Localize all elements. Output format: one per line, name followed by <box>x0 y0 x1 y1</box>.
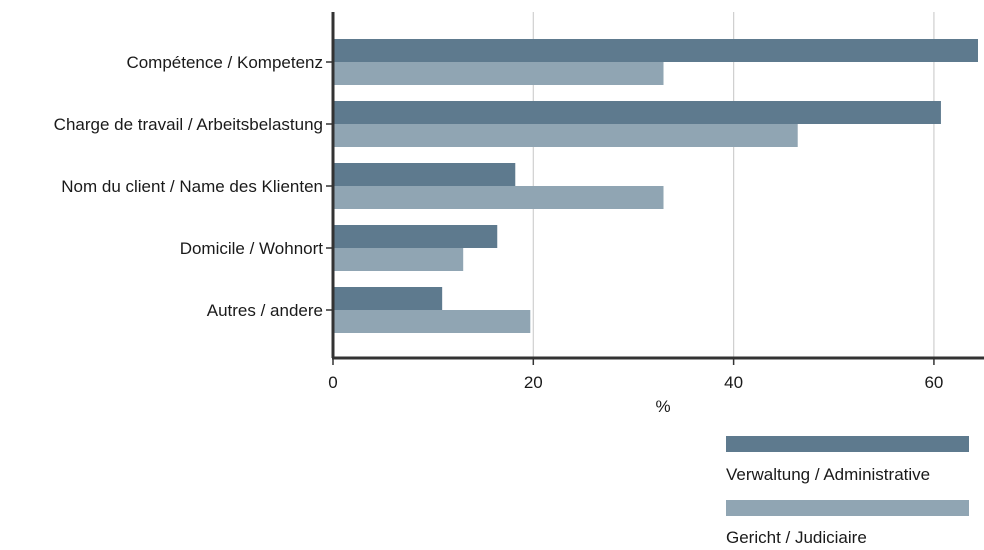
bar-series1-cat0 <box>333 62 664 85</box>
x-tick-label-0: 0 <box>328 373 337 392</box>
legend-label-1: Gericht / Judiciaire <box>726 528 867 547</box>
bar-series0-cat3 <box>333 225 498 248</box>
category-label: Nom du client / Name des Klienten <box>61 177 323 196</box>
bar-series0-cat1 <box>333 101 941 124</box>
bar-series1-cat4 <box>333 310 531 333</box>
bar-series0-cat0 <box>333 39 978 62</box>
bar-series0-cat4 <box>333 287 443 310</box>
category-label: Autres / andere <box>207 301 323 320</box>
axes <box>331 12 984 360</box>
x-tick-label-60: 60 <box>924 373 943 392</box>
bar-series1-cat3 <box>333 248 464 271</box>
x-tick-labels: 0 20 40 60 <box>328 358 943 392</box>
bar-series1-cat1 <box>333 124 798 147</box>
category-label: Domicile / Wohnort <box>180 239 324 258</box>
x-tick-label-40: 40 <box>724 373 743 392</box>
category-label: Compétence / Kompetenz <box>126 53 323 72</box>
bar-series1-cat2 <box>333 186 664 209</box>
legend-label-0: Verwaltung / Administrative <box>726 465 930 484</box>
bar-series0-cat2 <box>333 163 516 186</box>
bars <box>333 39 978 333</box>
legend: Verwaltung / Administrative Gericht / Jud… <box>726 436 969 547</box>
category-labels: Compétence / Kompetenz Charge de travail … <box>54 53 333 320</box>
legend-swatch-1 <box>726 500 969 516</box>
x-axis-title: % <box>655 397 670 416</box>
category-label: Charge de travail / Arbeitsbelastung <box>54 115 323 134</box>
legend-swatch-0 <box>726 436 969 452</box>
x-tick-label-20: 20 <box>524 373 543 392</box>
